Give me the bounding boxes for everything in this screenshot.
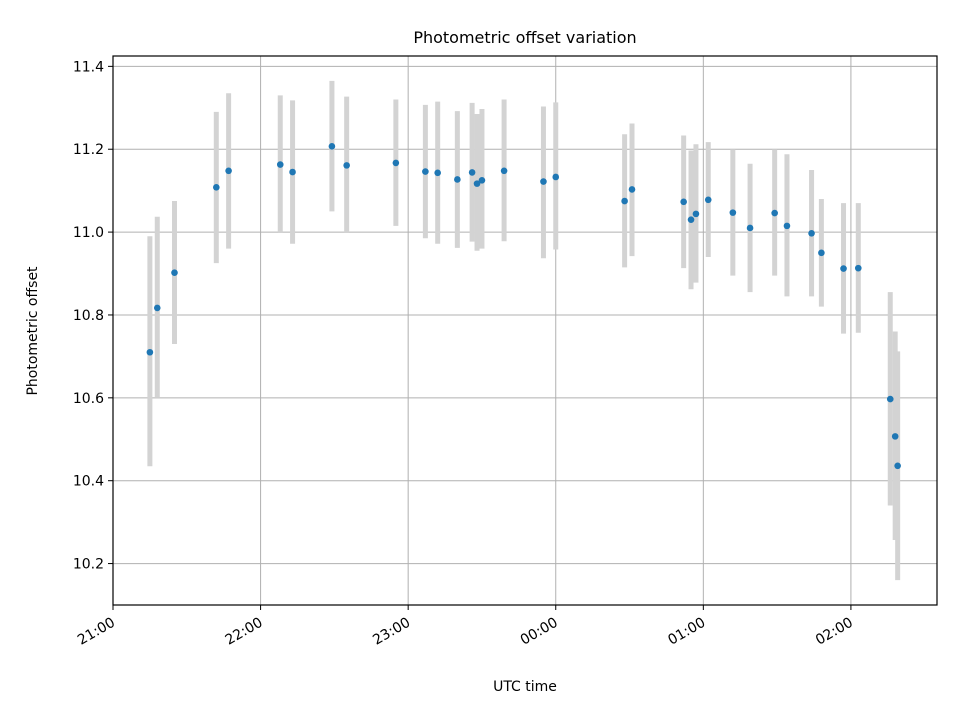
y-tick-label: 10.8 (73, 308, 104, 324)
plot-frame (112, 55, 938, 606)
data-point (146, 348, 154, 356)
data-point (771, 209, 778, 217)
data-point (808, 230, 815, 237)
data-point (422, 168, 429, 175)
data-point (894, 462, 901, 470)
data-point (392, 159, 400, 167)
data-point (343, 162, 350, 169)
data-point (621, 197, 628, 205)
data-point (891, 433, 899, 440)
data-points (146, 143, 901, 470)
data-point (153, 304, 161, 312)
data-point (687, 216, 695, 223)
chart-title: Photometric offset variation (413, 28, 636, 47)
data-point (783, 222, 791, 230)
y-tick-label: 10.6 (73, 391, 104, 407)
y-tick-label: 11.0 (73, 225, 104, 241)
data-point (289, 168, 296, 176)
data-point (746, 224, 754, 232)
data-point (680, 198, 687, 206)
y-axis-ticks: 10.2 10.4 10.6 10.8 11.0 11.2 11.4 (73, 59, 113, 573)
grid (112, 56, 937, 605)
data-point (540, 178, 547, 185)
y-axis-label: Photometric offset (25, 266, 41, 396)
data-point (468, 169, 476, 176)
data-point (854, 264, 862, 272)
data-point (552, 173, 560, 181)
data-point (818, 249, 825, 257)
data-point (729, 209, 737, 216)
data-point (886, 395, 894, 403)
data-point (704, 196, 712, 204)
data-point (500, 167, 508, 175)
data-point (840, 265, 847, 272)
data-point (454, 176, 461, 183)
data-point (328, 143, 336, 150)
data-point (628, 186, 636, 193)
y-tick-label: 10.2 (73, 557, 104, 573)
data-point (171, 269, 178, 276)
y-tick-label: 10.4 (73, 474, 104, 490)
data-point (434, 169, 441, 177)
data-point (478, 177, 486, 184)
data-point (473, 180, 481, 187)
data-point (692, 210, 700, 218)
x-axis-label: UTC time (493, 679, 557, 695)
y-tick-label: 11.2 (73, 142, 104, 158)
data-point (225, 167, 232, 175)
data-point (276, 161, 284, 168)
data-point (213, 184, 220, 191)
y-tick-label: 11.4 (73, 59, 104, 75)
